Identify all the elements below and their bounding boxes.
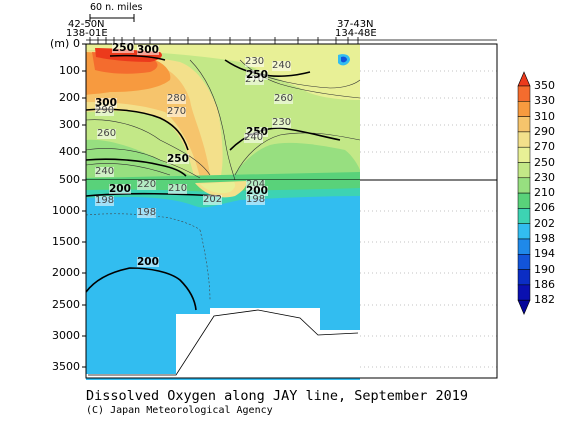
colorbar-segment	[517, 116, 531, 133]
contour-label: 260	[274, 93, 294, 104]
plot-border	[85, 43, 498, 379]
contour-label: 210	[168, 183, 188, 194]
contour-label: 200	[109, 183, 131, 195]
contour-label: 260	[97, 128, 117, 139]
contour-label: 240	[244, 132, 264, 143]
colorbar-label: 194	[534, 247, 555, 261]
chart-credit: (C) Japan Meteorological Agency	[86, 405, 273, 416]
contour-label: 250	[246, 69, 268, 81]
colorbar-label: 210	[534, 186, 555, 200]
y-tick-label: 0	[73, 37, 80, 50]
contour-label: 220	[137, 179, 157, 190]
y-tick-label: 3500	[52, 360, 80, 373]
y-tick-label: 1500	[52, 235, 80, 248]
colorbar-label: 270	[534, 140, 555, 154]
contour-label: 202	[203, 194, 223, 205]
colorbar-segment	[517, 208, 531, 224]
colorbar-label: 250	[534, 155, 555, 169]
colorbar-label: 198	[534, 232, 555, 245]
contour-label: 200	[137, 256, 159, 268]
colorbar-segment	[517, 131, 531, 148]
y-tick-label: 300	[59, 118, 80, 131]
colorbar-label: 190	[534, 262, 555, 276]
contour-label: 250	[112, 42, 134, 54]
right-station-lat: 37-43N	[337, 19, 374, 30]
left-station-lat: 42-50N	[68, 19, 105, 30]
colorbar-segment	[517, 162, 531, 179]
colorbar-top-arrow	[517, 71, 531, 87]
contour-label: 198	[137, 207, 157, 218]
lower-section-field	[85, 180, 360, 380]
upper-section-field	[85, 44, 361, 181]
contour-label: 300	[95, 97, 117, 109]
colorbar-segment	[517, 192, 531, 209]
contour-label: 280	[167, 93, 187, 104]
y-tick-label: 200	[59, 91, 80, 104]
contour-label: 250	[167, 153, 189, 165]
colorbar-label: 230	[534, 170, 555, 184]
y-axis	[82, 43, 87, 378]
colorbar-label: 206	[534, 201, 555, 215]
contour-label: 240	[95, 166, 115, 177]
y-tick-label: 100	[59, 64, 80, 77]
colorbar-segment	[517, 269, 531, 286]
colorbar-label: 186	[534, 277, 555, 291]
y-tick-label: 2500	[52, 298, 80, 311]
contour-label: 240	[272, 60, 292, 71]
contour-label: 200	[246, 185, 268, 197]
colorbar-label: 330	[534, 94, 555, 108]
colorbar-segment	[517, 284, 531, 301]
y-tick-label: 1000	[52, 204, 80, 217]
colorbar-segment	[517, 254, 531, 270]
y-axis-unit-label: (m)	[50, 37, 70, 50]
contour-label: 270	[167, 106, 187, 117]
y-tick-label: 3000	[52, 329, 80, 342]
station-ticks	[86, 37, 497, 44]
colorbar-segment	[517, 85, 531, 102]
scale-bar	[89, 14, 135, 22]
colorbar-label: 182	[534, 293, 555, 307]
colorbar	[517, 71, 531, 315]
contour-label: 250	[246, 126, 268, 138]
colorbar-bottom-arrow	[517, 299, 531, 315]
colorbar-segment	[517, 223, 531, 240]
scale-bar-label: 60 n. miles	[90, 2, 143, 13]
contour-label: 290	[95, 105, 115, 116]
chart-title: Dissolved Oxygen along JAY line, Septemb…	[86, 388, 469, 404]
colorbar-segment	[517, 146, 531, 163]
colorbar-segment	[517, 101, 531, 117]
colorbar-label: 290	[534, 124, 555, 138]
contour-label: 230	[245, 56, 265, 67]
contour-label: 198	[246, 194, 266, 205]
right-station-lon: 134-48E	[335, 28, 377, 39]
colorbar-segment	[517, 238, 531, 255]
y-tick-label: 400	[59, 145, 80, 158]
left-station-lon: 138-01E	[66, 28, 108, 39]
colorbar-label: 350	[534, 79, 555, 92]
contour-label: 204	[246, 179, 266, 190]
colorbar-label: 310	[534, 109, 555, 123]
y-tick-label: 2000	[52, 266, 80, 279]
contour-label: 230	[272, 117, 292, 128]
contour-label: 300	[137, 44, 159, 56]
contour-label: 198	[95, 195, 115, 206]
y-tick-label: 500	[59, 173, 80, 186]
colorbar-segment	[517, 177, 531, 194]
colorbar-label: 202	[534, 216, 555, 230]
